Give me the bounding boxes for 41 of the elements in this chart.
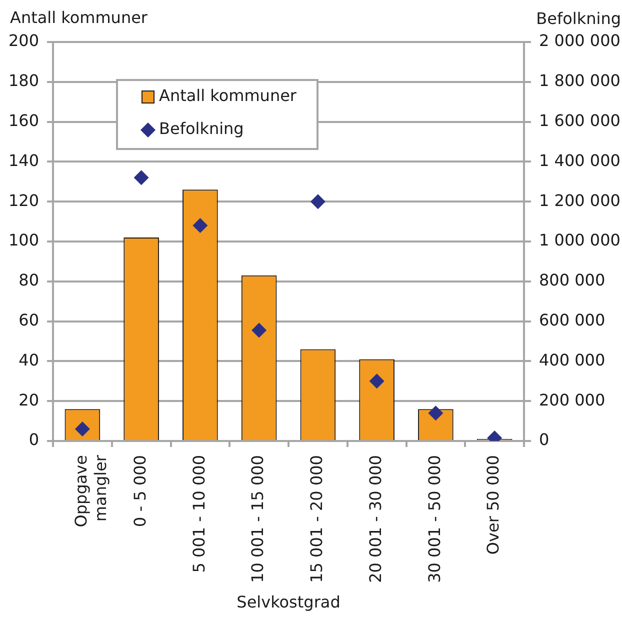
x-tick-label: 30 001 - 50 000 — [424, 455, 444, 583]
x-tick-label: 20 001 - 30 000 — [366, 455, 385, 583]
point — [192, 218, 208, 234]
y-tick-label: 60 — [18, 310, 39, 330]
x-tick-label: 5 001 - 10 000 — [189, 455, 208, 573]
y-tick-label: 180 — [8, 71, 39, 90]
x-tick-label: Over 50 000 — [484, 455, 503, 555]
y2-tick-label: 800 000 — [539, 270, 606, 290]
point — [428, 406, 444, 421]
y2-tick-label: 1 600 000 — [539, 110, 620, 130]
x-axis-title: Selvkostgrad — [236, 592, 340, 612]
y-tick-label: 100 — [8, 230, 39, 250]
y2-tick-label: 1 800 000 — [539, 71, 620, 90]
x-tick-label: 15 001 - 20 000 — [307, 455, 326, 583]
y2-tick-label: 200 000 — [539, 390, 606, 410]
point — [134, 170, 149, 186]
y2-tick-label: 1 400 000 — [539, 150, 620, 170]
y2-tick-label: 1 000 000 — [539, 230, 620, 250]
y-tick-label: 20 — [18, 390, 39, 410]
y2-axis-title: Befolkning — [536, 9, 621, 28]
x-tick-label: Oppgave mangler — [72, 454, 110, 528]
y2-tick-label: 400 000 — [539, 350, 606, 370]
y-tick-label: 40 — [18, 350, 39, 370]
point — [310, 194, 326, 210]
y-tick-label: 80 — [18, 270, 39, 290]
y2-tick-label: 1 200 000 — [539, 190, 620, 210]
legend-label: Befolkning — [159, 119, 244, 138]
y2-tick-label: 600 000 — [539, 310, 606, 330]
y-tick-label: 0 — [28, 430, 39, 450]
point — [369, 374, 384, 389]
y-tick-label: 160 — [8, 110, 39, 130]
y2-tick-label: 2 000 000 — [539, 31, 620, 50]
y-tick-label: 200 — [8, 31, 39, 50]
point — [252, 322, 267, 338]
y-axis-title: Antall kommuner — [10, 8, 148, 28]
y2-tick-label: 0 — [539, 430, 550, 450]
x-tick-label: 0 - 5 000 — [130, 455, 150, 527]
y-tick-label: 140 — [8, 150, 39, 170]
legend-label: Antall kommuner — [159, 86, 297, 106]
y-tick-label: 120 — [8, 190, 39, 210]
x-tick-label: 10 001 - 15 000 — [248, 455, 268, 583]
